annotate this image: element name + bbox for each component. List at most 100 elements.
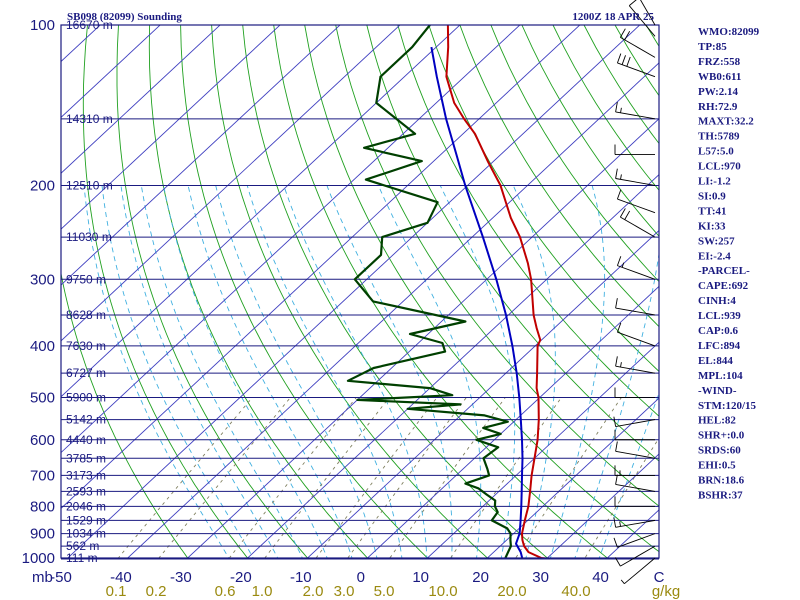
dry-adiabat: [82, 25, 249, 558]
index-item: SHR+:0.0: [698, 430, 745, 442]
index-item: HEL:82: [698, 415, 736, 427]
wind-barb: [614, 387, 655, 399]
isotherm: [426, 341, 659, 558]
height-label: 8628 m: [66, 308, 106, 322]
wind-barb-staff: [620, 36, 656, 58]
index-item: -PARCEL-: [698, 265, 750, 277]
mixing-ratio-line: [117, 397, 253, 558]
wind-barb-feather: [619, 208, 626, 218]
dry-adiabat: [459, 25, 659, 328]
height-label: 9750 m: [66, 272, 106, 286]
wind-barb-feather: [621, 55, 626, 65]
isotherm: [61, 25, 161, 119]
wind-barbs: [613, 0, 656, 585]
height-label: 2046 m: [66, 499, 106, 513]
sounding-time: 1200Z 18 APR 25: [572, 11, 654, 23]
x-tick-label: 20: [472, 569, 489, 586]
index-item: L57:5.0: [698, 146, 734, 158]
dewpoint-trace: [346, 25, 512, 558]
moist-adiabat: [439, 185, 516, 558]
isotherm: [61, 25, 521, 454]
height-label: 6727 m: [66, 366, 106, 380]
moist-adiabat: [187, 185, 353, 558]
dry-adiabat: [61, 271, 189, 558]
wind-barb: [628, 0, 656, 37]
wind-barb-feather: [613, 537, 618, 548]
dry-adiabat: [242, 25, 549, 558]
mixing-ratio-line: [389, 397, 506, 558]
wind-barb: [615, 101, 656, 120]
dry-adiabat: [677, 25, 800, 569]
wind-barb: [616, 53, 656, 78]
height-label: 12510 m: [66, 178, 113, 192]
sounding-traces: [346, 25, 552, 558]
height-label: 4440 m: [66, 433, 106, 447]
isotherm: [486, 397, 659, 558]
height-label: 562 m: [66, 539, 99, 553]
index-item: CINH:4: [698, 295, 736, 307]
dry-adiabat: [211, 25, 489, 558]
y-tick-label: 300: [30, 271, 55, 288]
mixing-ratio-label: 0.1: [106, 583, 127, 600]
moist-adiabat: [101, 185, 254, 558]
wind-barb-staff: [617, 331, 656, 347]
wind-barb-staff: [615, 450, 656, 459]
wind-barb-staff: [640, 0, 656, 26]
index-item: BSHR:37: [698, 489, 743, 501]
wind-barb-feather: [620, 579, 625, 585]
wind-barb-staff: [615, 178, 656, 186]
wind-barb-feather: [616, 256, 622, 266]
dry-adiabat: [521, 25, 659, 237]
y-tick-label: 600: [30, 432, 55, 449]
wind-barb-feather: [614, 557, 621, 567]
wind-barb-feather: [615, 168, 618, 179]
dry-adiabat: [770, 25, 800, 569]
index-item: BRN:18.6: [698, 475, 745, 487]
mixing-ratio-label: 3.0: [334, 583, 355, 600]
isotherm: [61, 25, 341, 286]
x-tick-label: -10: [290, 569, 312, 586]
wind-barb: [616, 322, 656, 347]
index-item: LFC:894: [698, 340, 741, 352]
y-tick-label: 800: [30, 498, 55, 515]
height-label: 3785 m: [66, 451, 106, 465]
index-item: WB0:611: [698, 71, 741, 83]
isotherm: [546, 453, 659, 558]
mixing-ratio-label: 1.0: [252, 583, 273, 600]
height-label: 2593 m: [66, 484, 106, 498]
wind-barb-staff: [615, 365, 656, 374]
x-tick-label: -30: [170, 569, 192, 586]
wind-barb-staff: [620, 545, 656, 567]
plot-frame: [60, 24, 660, 560]
isotherm: [186, 118, 659, 558]
dry-adiabat: [490, 25, 659, 283]
mixing-ratio-label: 40.0: [561, 583, 590, 600]
wind-barb-staff: [615, 519, 656, 528]
wind-barb-feather: [615, 474, 618, 485]
x-tick-label: -40: [110, 569, 132, 586]
grid-lines: [61, 25, 800, 569]
station-title: SB098 (82099) Sounding: [67, 11, 182, 23]
height-label: 11030 m: [66, 230, 112, 244]
index-item: MPL:104: [698, 370, 743, 382]
wind-barb: [615, 474, 656, 492]
height-label: 111 m: [66, 551, 98, 565]
index-item: LI:-1.2: [698, 176, 731, 188]
wind-barb: [619, 208, 656, 238]
wind-barb-staff: [624, 557, 656, 585]
index-item: FRZ:558: [698, 56, 741, 68]
mixing-ratio-label: g/kg: [652, 583, 680, 600]
wind-barb: [615, 298, 656, 316]
x-tick-label: 0: [357, 569, 365, 586]
wind-barb-feather: [628, 0, 637, 6]
dry-adiabat: [552, 25, 659, 191]
wind-barb: [615, 356, 656, 374]
y-tick-label: 1000: [22, 550, 55, 567]
isotherm: [61, 25, 221, 174]
index-item: KI:33: [698, 220, 726, 232]
wind-barb: [619, 28, 656, 58]
wind-barb-staff: [617, 62, 656, 78]
height-label: 1034 m: [66, 527, 106, 541]
